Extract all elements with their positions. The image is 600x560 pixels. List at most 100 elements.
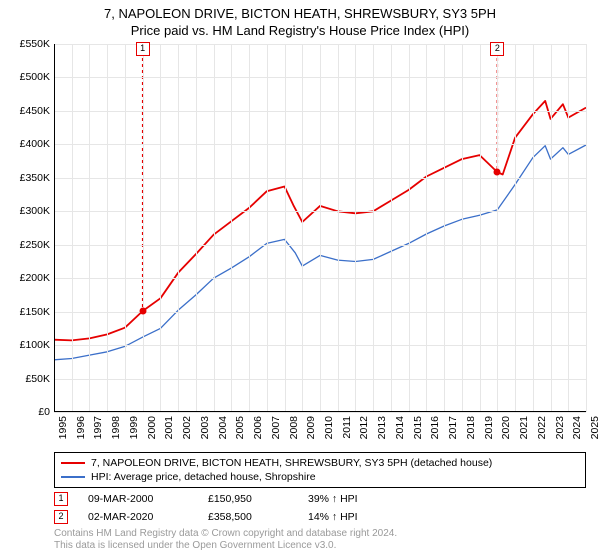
- y-tick-label: £500K: [20, 71, 50, 83]
- footer: Contains HM Land Registry data © Crown c…: [54, 528, 397, 552]
- gridline-v: [214, 44, 215, 412]
- sale-row-1: 1 09-MAR-2000£150,95039% ↑ HPI: [54, 490, 586, 508]
- gridline-v: [586, 44, 587, 412]
- y-tick-label: £50K: [25, 373, 50, 385]
- marker-box-1: 1: [136, 42, 150, 56]
- gridline-v: [143, 44, 144, 412]
- x-tick-label: 2023: [554, 416, 566, 439]
- marker-dot-1: [139, 308, 146, 315]
- gridline-v: [444, 44, 445, 412]
- sale-price: £358,500: [208, 511, 308, 523]
- gridline-v: [355, 44, 356, 412]
- x-tick-label: 1998: [110, 416, 122, 439]
- x-axis: 1995 1996 1997 1998 1999 2000 2001 2002 2003 2004…: [54, 412, 586, 450]
- y-tick-label: £100K: [20, 339, 50, 351]
- y-axis-line: [54, 44, 55, 412]
- x-tick-label: 2025: [589, 416, 600, 439]
- legend-swatch: [61, 462, 85, 464]
- legend-label: 7, NAPOLEON DRIVE, BICTON HEATH, SHREWSB…: [91, 457, 492, 469]
- sale-price: £150,950: [208, 493, 308, 505]
- x-tick-label: 2019: [483, 416, 495, 439]
- marker-dot-2: [494, 169, 501, 176]
- gridline-v: [125, 44, 126, 412]
- x-tick-label: 1999: [128, 416, 140, 439]
- x-tick-label: 2005: [234, 416, 246, 439]
- legend-swatch: [61, 476, 85, 477]
- x-tick-label: 2020: [500, 416, 512, 439]
- title-address: 7, NAPOLEON DRIVE, BICTON HEATH, SHREWSB…: [0, 6, 600, 21]
- footer-line1: Contains HM Land Registry data © Crown c…: [54, 528, 397, 540]
- x-tick-label: 2002: [181, 416, 193, 439]
- gridline-v: [178, 44, 179, 412]
- gridline-v: [320, 44, 321, 412]
- sale-list: 1 09-MAR-2000£150,95039% ↑ HPI 2 02-MAR-202…: [54, 490, 586, 526]
- y-tick-label: £0: [38, 406, 50, 418]
- gridline-v: [551, 44, 552, 412]
- chart-container: 7, NAPOLEON DRIVE, BICTON HEATH, SHREWSB…: [0, 0, 600, 560]
- gridline-v: [462, 44, 463, 412]
- gridline-v: [231, 44, 232, 412]
- y-tick-label: £400K: [20, 138, 50, 150]
- x-tick-label: 2010: [323, 416, 335, 439]
- gridline-v: [89, 44, 90, 412]
- y-tick-label: £250K: [20, 239, 50, 251]
- x-tick-label: 2001: [163, 416, 175, 439]
- x-tick-label: 1996: [75, 416, 87, 439]
- title-subtitle: Price paid vs. HM Land Registry's House …: [0, 23, 600, 38]
- gridline-v: [409, 44, 410, 412]
- legend: 7, NAPOLEON DRIVE, BICTON HEATH, SHREWSB…: [54, 452, 586, 488]
- legend-row-hpi: HPI: Average price, detached house, Shro…: [61, 470, 579, 484]
- x-tick-label: 2016: [429, 416, 441, 439]
- legend-label: HPI: Average price, detached house, Shro…: [91, 471, 316, 483]
- x-tick-label: 2009: [305, 416, 317, 439]
- x-tick-label: 2007: [270, 416, 282, 439]
- y-tick-label: £200K: [20, 272, 50, 284]
- y-tick-label: £550K: [20, 38, 50, 50]
- marker-box-2: 2: [490, 42, 504, 56]
- y-tick-label: £150K: [20, 306, 50, 318]
- x-tick-label: 2008: [288, 416, 300, 439]
- sale-hpi-delta: 14% ↑ HPI: [308, 511, 586, 523]
- sale-date: 02-MAR-2020: [88, 511, 208, 523]
- sale-row-2: 2 02-MAR-2020£358,50014% ↑ HPI: [54, 508, 586, 526]
- x-tick-label: 2004: [217, 416, 229, 439]
- y-tick-label: £450K: [20, 105, 50, 117]
- x-tick-label: 2012: [358, 416, 370, 439]
- gridline-v: [107, 44, 108, 412]
- gridline-v: [568, 44, 569, 412]
- x-tick-label: 2000: [146, 416, 158, 439]
- x-tick-label: 2021: [518, 416, 530, 439]
- y-tick-label: £350K: [20, 172, 50, 184]
- sale-hpi-delta: 39% ↑ HPI: [308, 493, 586, 505]
- gridline-v: [533, 44, 534, 412]
- x-tick-label: 2013: [376, 416, 388, 439]
- x-tick-label: 2003: [199, 416, 211, 439]
- title-block: 7, NAPOLEON DRIVE, BICTON HEATH, SHREWSB…: [0, 0, 600, 38]
- x-tick-label: 2014: [394, 416, 406, 439]
- gridline-v: [72, 44, 73, 412]
- gridline-v: [285, 44, 286, 412]
- gridline-v: [480, 44, 481, 412]
- gridline-v: [249, 44, 250, 412]
- y-axis: £0£50K£100K£150K£200K£250K£300K£350K£400…: [0, 44, 54, 412]
- gridline-v: [196, 44, 197, 412]
- gridline-v: [302, 44, 303, 412]
- x-tick-label: 2011: [341, 416, 353, 439]
- x-tick-label: 1997: [92, 416, 104, 439]
- sale-marker: 1: [54, 492, 68, 506]
- sale-marker: 2: [54, 510, 68, 524]
- plot-area: 12: [54, 44, 586, 412]
- gridline-v: [497, 44, 498, 412]
- gridline-v: [426, 44, 427, 412]
- legend-row-price_paid: 7, NAPOLEON DRIVE, BICTON HEATH, SHREWSB…: [61, 456, 579, 470]
- x-tick-label: 2022: [536, 416, 548, 439]
- x-tick-label: 2024: [571, 416, 583, 439]
- y-tick-label: £300K: [20, 205, 50, 217]
- gridline-v: [267, 44, 268, 412]
- gridline-v: [338, 44, 339, 412]
- gridline-v: [391, 44, 392, 412]
- gridline-v: [160, 44, 161, 412]
- sale-date: 09-MAR-2000: [88, 493, 208, 505]
- x-tick-label: 1995: [57, 416, 69, 439]
- x-tick-label: 2006: [252, 416, 264, 439]
